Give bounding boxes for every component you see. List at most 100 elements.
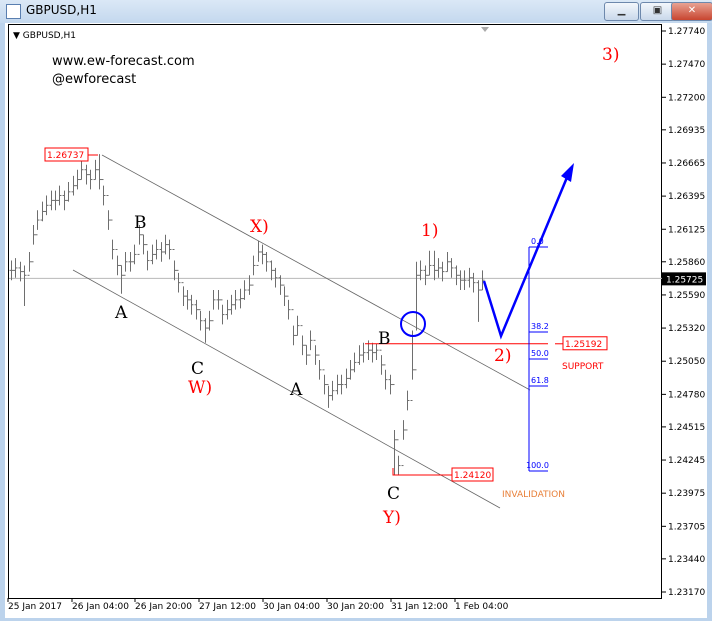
wave-label: 2) bbox=[494, 346, 511, 366]
price-bar bbox=[238, 288, 243, 309]
wave-label: 1) bbox=[421, 221, 438, 241]
price-bar bbox=[137, 224, 142, 255]
price-bar bbox=[339, 374, 344, 395]
x-axis: 25 Jan 2017 26 Jan 04:00 26 Jan 20:00 27 Ja… bbox=[7, 598, 509, 612]
y-tick-label: 1.26125 bbox=[668, 225, 705, 235]
watermark-handle: @ewforecast bbox=[52, 72, 136, 87]
price-bar bbox=[198, 309, 203, 331]
wave-label: C bbox=[387, 484, 400, 504]
wave-label: B bbox=[134, 213, 147, 233]
price-bar bbox=[445, 251, 450, 273]
price-bar bbox=[370, 342, 375, 363]
annotations: 1.26737 1.24120 1.25192 SUPPORT INVALIDATION… bbox=[44, 45, 619, 528]
price-bar bbox=[388, 374, 393, 395]
wave-label: 3) bbox=[602, 45, 619, 65]
price-bar bbox=[44, 195, 49, 216]
price-bar bbox=[401, 420, 406, 467]
support-price-box bbox=[562, 336, 608, 351]
fib-level-label: 100.0 bbox=[526, 461, 549, 470]
price-bar bbox=[423, 265, 428, 286]
wave-label: A bbox=[289, 380, 303, 400]
price-bar bbox=[211, 290, 216, 322]
price-bar bbox=[383, 364, 388, 390]
x-tick-label: 26 Jan 20:00 bbox=[135, 602, 192, 612]
price-bar bbox=[357, 345, 362, 365]
y-tick-label: 1.25320 bbox=[668, 324, 705, 334]
price-bar bbox=[449, 258, 454, 278]
invalidation-text: INVALIDATION bbox=[502, 490, 565, 500]
price-bar bbox=[163, 234, 168, 255]
price-bar bbox=[49, 190, 54, 211]
price-bar bbox=[79, 159, 84, 181]
minimize-icon: ▁ bbox=[617, 5, 626, 16]
price-bar bbox=[326, 384, 331, 408]
price-bar bbox=[176, 269, 181, 293]
y-tick-label: 1.27470 bbox=[668, 60, 705, 70]
plot-frame bbox=[8, 24, 662, 599]
price-bar bbox=[242, 280, 247, 300]
chart-symbol-label: ▼ GBPUSD,H1 bbox=[13, 31, 76, 41]
price-bar bbox=[93, 159, 98, 181]
price-bar bbox=[476, 280, 481, 322]
price-bar bbox=[418, 260, 423, 281]
price-bar bbox=[295, 315, 300, 336]
fib-level-label: 0.0 bbox=[531, 237, 544, 246]
price-bar bbox=[348, 359, 353, 380]
price-bar bbox=[458, 270, 463, 291]
minimize-button[interactable]: ▁ bbox=[604, 2, 639, 21]
close-button[interactable]: ✕ bbox=[671, 2, 712, 21]
watermark-site: www.ew-forecast.com bbox=[52, 54, 195, 69]
current-price-badge bbox=[662, 272, 706, 286]
wave-label: W) bbox=[188, 378, 212, 398]
price-bar bbox=[282, 284, 287, 306]
price-bar bbox=[291, 309, 296, 346]
price-bar bbox=[110, 219, 115, 260]
shift-marker-icon[interactable] bbox=[481, 27, 489, 32]
price-bar bbox=[454, 265, 459, 286]
price-bar bbox=[471, 272, 476, 293]
price-bar bbox=[119, 264, 124, 294]
close-icon: ✕ bbox=[687, 5, 697, 16]
price-bar bbox=[225, 299, 230, 320]
price-bar bbox=[159, 242, 164, 262]
price-bar bbox=[101, 179, 106, 206]
wave-label: B bbox=[378, 329, 391, 349]
price-bar bbox=[260, 244, 265, 265]
wave-label: X) bbox=[250, 217, 269, 237]
price-bar bbox=[410, 330, 415, 401]
price-bar bbox=[88, 169, 93, 190]
x-tick-label: 27 Jan 12:00 bbox=[199, 602, 256, 612]
support-price-label: 1.25192 bbox=[565, 340, 602, 350]
price-bar bbox=[189, 294, 194, 315]
price-bar bbox=[9, 260, 14, 281]
price-bar bbox=[432, 250, 437, 281]
price-bar bbox=[132, 244, 137, 265]
chart-area bbox=[5, 23, 707, 618]
price-bar bbox=[467, 267, 472, 288]
price-bar bbox=[145, 244, 150, 271]
price-bar bbox=[405, 390, 410, 431]
restore-button[interactable]: ▣ bbox=[640, 2, 675, 21]
price-bar bbox=[396, 439, 401, 476]
low-marker-line bbox=[392, 468, 452, 476]
fib-level-label: 38.2 bbox=[531, 322, 549, 331]
price-bar bbox=[308, 330, 313, 356]
x-tick-label: 30 Jan 20:00 bbox=[327, 602, 384, 612]
price-bar bbox=[233, 290, 238, 310]
price-bar bbox=[462, 270, 467, 291]
x-tick-label: 25 Jan 2017 bbox=[8, 602, 62, 612]
current-price-label: 1.25725 bbox=[666, 275, 703, 285]
price-bar bbox=[278, 275, 283, 295]
y-tick-label: 1.24515 bbox=[668, 423, 705, 433]
fib-level-label: 61.8 bbox=[531, 376, 549, 385]
y-tick-label: 1.25860 bbox=[668, 258, 705, 268]
price-bar bbox=[22, 265, 27, 306]
price-bar bbox=[414, 261, 419, 371]
price-bar bbox=[141, 234, 146, 255]
breakout-circle bbox=[400, 311, 426, 337]
price-bar bbox=[115, 249, 120, 276]
price-bar bbox=[66, 181, 71, 202]
price-bar bbox=[229, 294, 234, 315]
price-bar bbox=[203, 318, 208, 343]
